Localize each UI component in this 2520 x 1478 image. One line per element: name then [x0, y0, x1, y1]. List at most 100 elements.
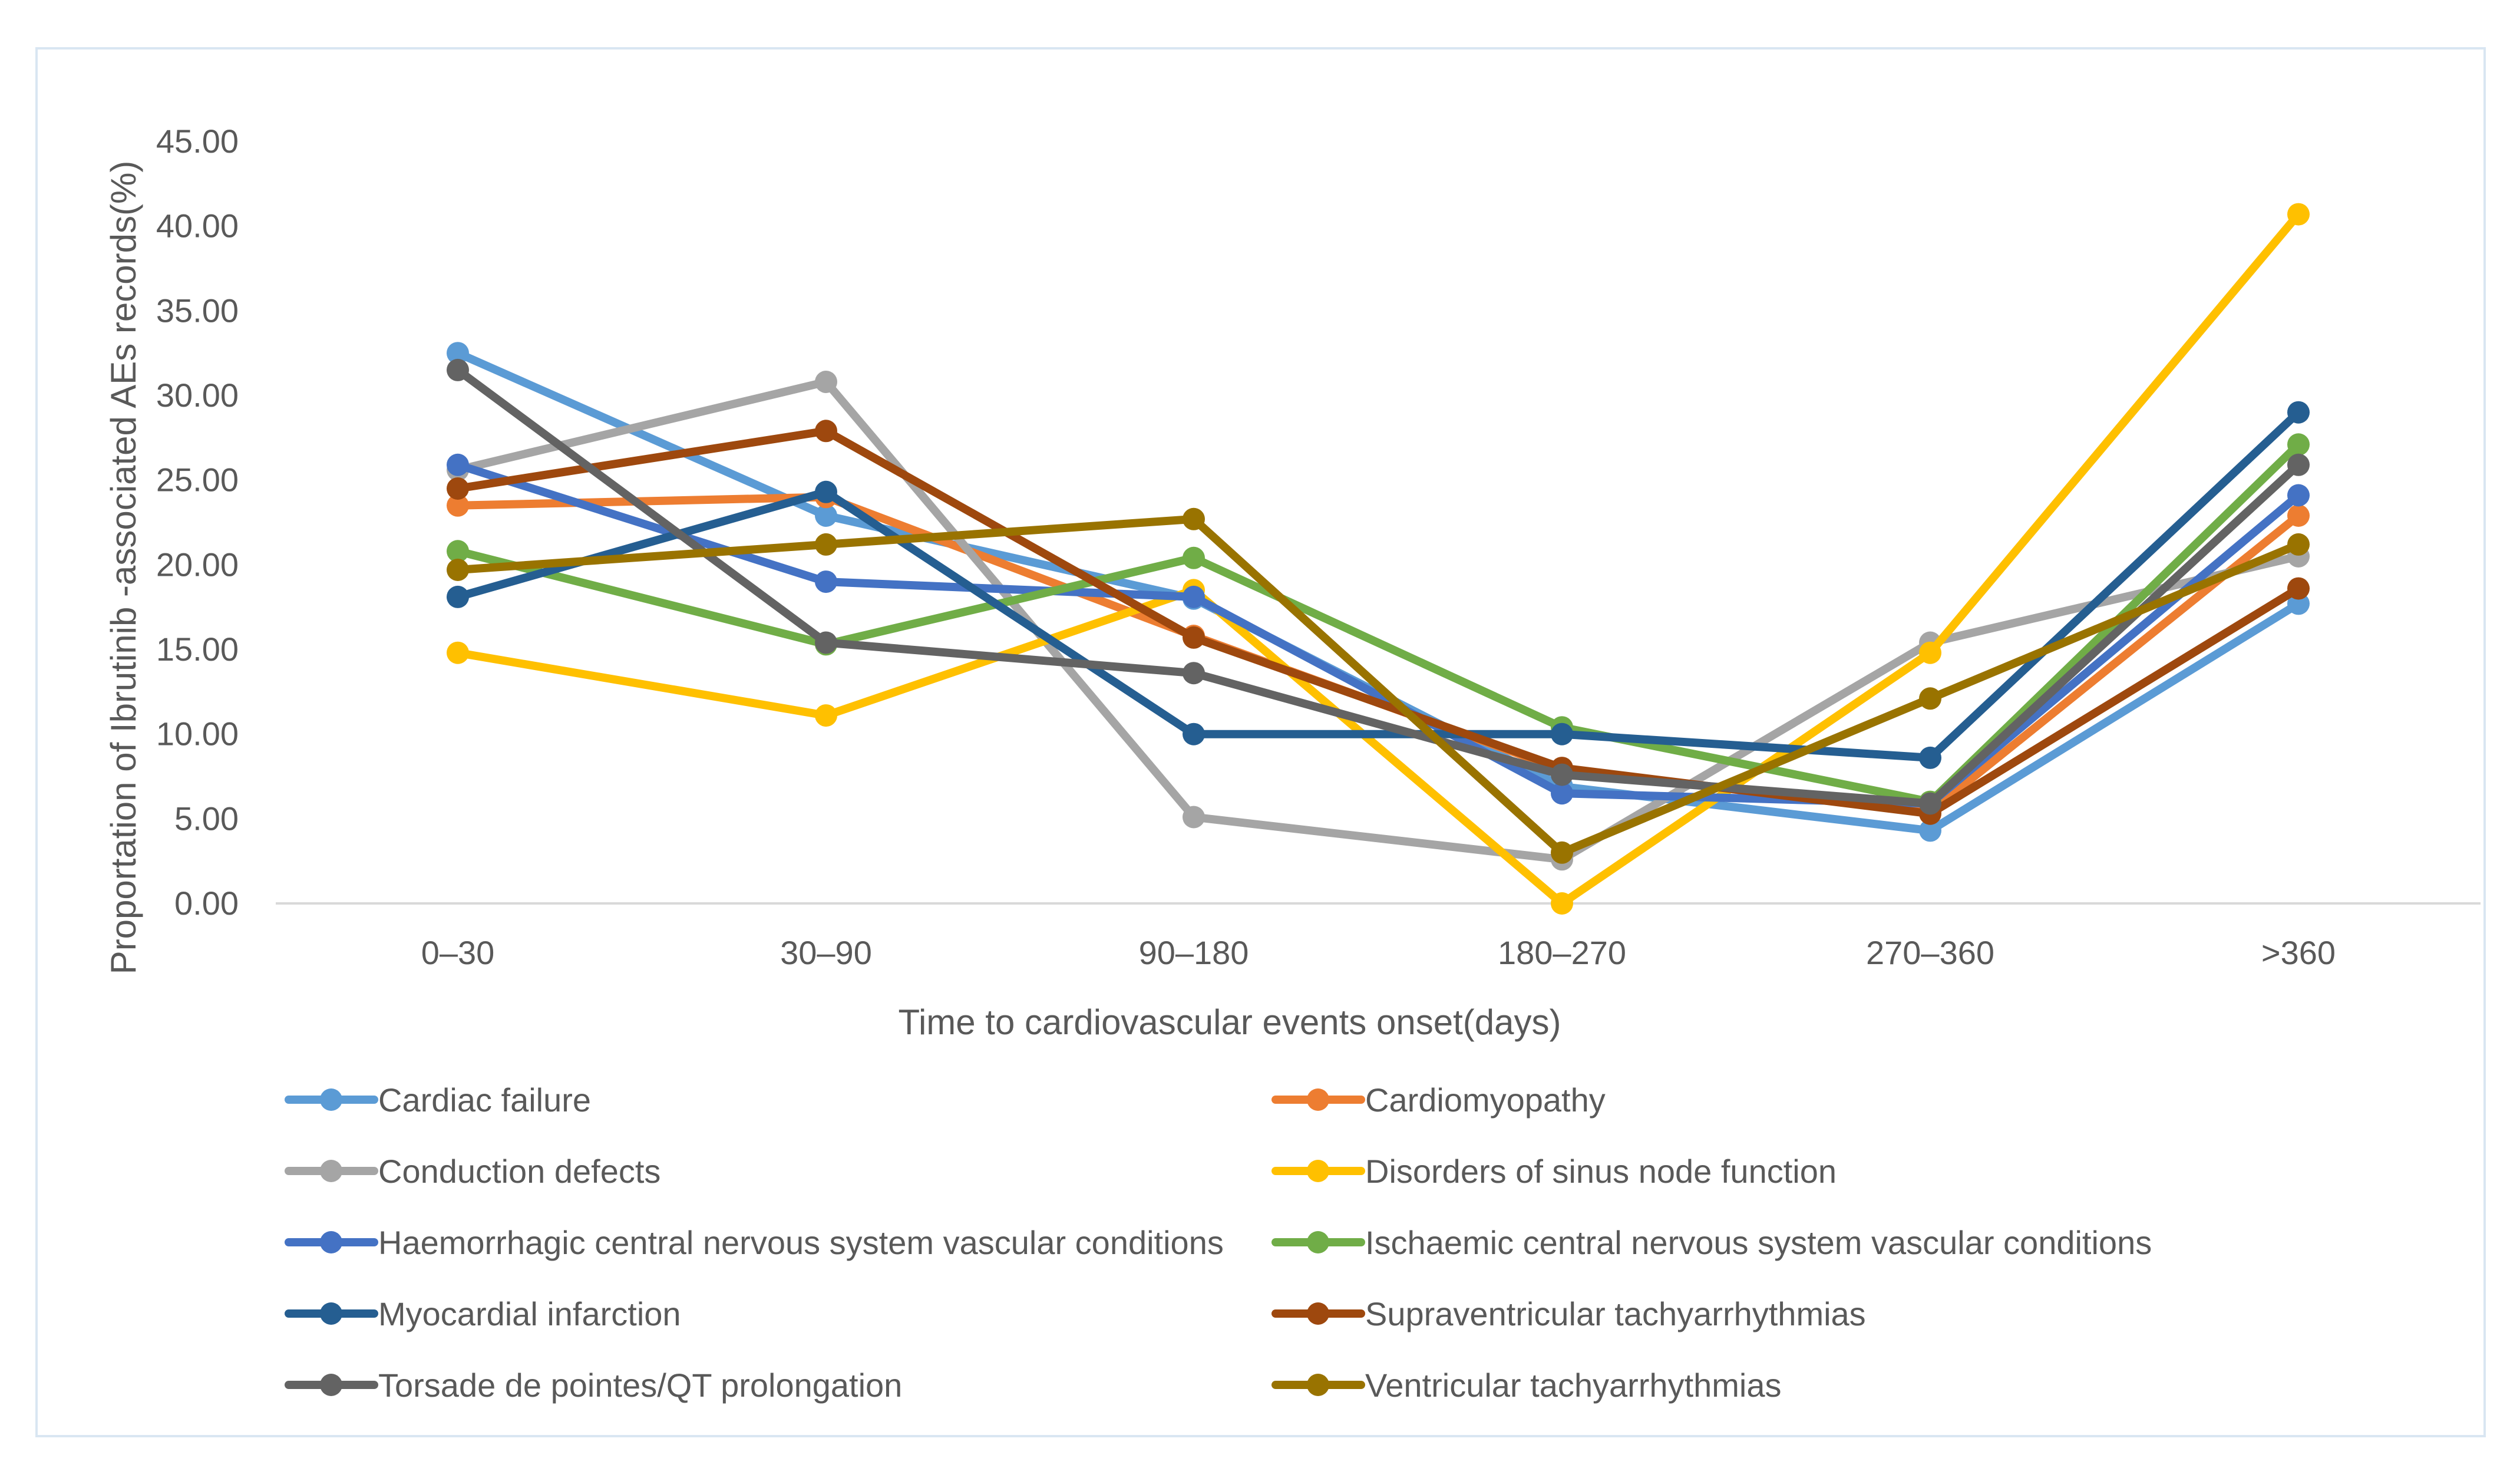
data-point [1551, 763, 1573, 786]
data-point [1919, 641, 1941, 664]
data-point [1919, 746, 1941, 769]
data-point [2287, 401, 2310, 424]
series-line [454, 378, 2303, 864]
legend-label: Myocardial infarction [378, 1295, 681, 1332]
y-tick-label: 15.00 [156, 631, 239, 668]
legend-item: Supraventricular tachyarrhythmias [1271, 1295, 1866, 1332]
data-point [815, 371, 837, 393]
y-tick-label: 20.00 [156, 546, 239, 583]
series-group [447, 358, 2310, 815]
data-point [447, 477, 469, 500]
legend-label: Disorders of sinus node function [1365, 1153, 1837, 1190]
legend-item: Myocardial infarction [285, 1295, 681, 1332]
data-point [2287, 577, 2310, 600]
data-point [1919, 792, 1941, 815]
series-line [454, 514, 2303, 857]
data-point [1919, 687, 1941, 710]
y-tick-label: 25.00 [156, 461, 239, 499]
x-tick-label: >360 [2261, 934, 2336, 971]
y-tick-label: 10.00 [156, 715, 239, 753]
data-point [1183, 546, 1205, 569]
x-tick-label: 0–30 [421, 934, 495, 971]
legend-item: Ischaemic central nervous system vascula… [1271, 1224, 2152, 1261]
data-point [1551, 722, 1573, 745]
legend-item: Ventricular tachyarrhythmias [1271, 1367, 1782, 1404]
data-point [1551, 841, 1573, 864]
data-point [447, 559, 469, 581]
legend-swatch-marker [1307, 1088, 1329, 1111]
legend-swatch-marker [1307, 1302, 1329, 1325]
data-point [1183, 722, 1205, 745]
data-point [1551, 892, 1573, 915]
series-layer [447, 203, 2310, 915]
data-point [447, 641, 469, 664]
x-tick-label: 30–90 [780, 934, 872, 971]
data-point [2287, 453, 2310, 476]
data-point [1183, 626, 1205, 649]
data-point [1183, 662, 1205, 685]
legend-item: Haemorrhagic central nervous system vasc… [285, 1224, 1224, 1261]
y-tick-label: 30.00 [156, 377, 239, 414]
legend-item: Cardiomyopathy [1271, 1081, 1606, 1119]
legend-label: Cardiomyopathy [1365, 1081, 1606, 1119]
y-tick-label: 5.00 [174, 800, 239, 837]
legend-swatch-marker [1307, 1160, 1329, 1182]
data-point [1183, 806, 1205, 829]
series-group [447, 401, 2310, 769]
legend-swatch-marker [1307, 1231, 1329, 1253]
x-tick-label: 90–180 [1139, 934, 1249, 971]
legend-swatch-marker [1307, 1374, 1329, 1396]
legend-item: Cardiac failure [285, 1081, 591, 1119]
legend-label: Haemorrhagic central nervous system vasc… [378, 1224, 1224, 1261]
data-point [447, 342, 469, 365]
legend-label: Conduction defects [378, 1153, 660, 1190]
legend-swatch-marker [320, 1231, 342, 1253]
legend-label: Supraventricular tachyarrhythmias [1365, 1295, 1866, 1332]
data-point [1551, 782, 1573, 805]
data-point [447, 494, 469, 517]
data-point [815, 420, 837, 443]
legend-item: Torsade de pointes/QT prolongation [285, 1367, 902, 1404]
legend-label: Torsade de pointes/QT prolongation [378, 1367, 902, 1404]
legend-item: Disorders of sinus node function [1271, 1153, 1837, 1190]
data-point [1919, 819, 1941, 842]
legend-label: Cardiac failure [378, 1081, 591, 1119]
data-point [815, 504, 837, 527]
data-point [2287, 533, 2310, 556]
legend-label: Ventricular tachyarrhythmias [1365, 1367, 1782, 1404]
data-point [815, 480, 837, 503]
legend: Cardiac failure Cardiomyopathy Conduction … [285, 1081, 2152, 1404]
data-point [447, 585, 469, 608]
data-point [815, 570, 837, 593]
series-line [454, 210, 2303, 908]
x-axis-label: Time to cardiovascular events onset(days… [899, 1002, 1561, 1042]
y-tick-label: 40.00 [156, 207, 239, 245]
series-line [454, 408, 2303, 762]
data-point [815, 533, 837, 556]
y-axis-label: Proportation of Ibrutinib -associated AE… [104, 161, 143, 975]
data-point [815, 631, 837, 654]
data-point [815, 704, 837, 727]
x-axis-ticks: 0–30 30–90 90–180 180–270 270–360 >360 [421, 934, 2336, 971]
legend-swatch-marker [320, 1302, 342, 1325]
y-tick-label: 45.00 [156, 123, 239, 160]
series-line [454, 427, 2303, 818]
legend-label: Ischaemic central nervous system vascula… [1365, 1224, 2152, 1261]
data-point [447, 540, 469, 563]
data-point [1183, 507, 1205, 530]
legend-swatch-marker [320, 1374, 342, 1396]
data-point [2287, 484, 2310, 507]
data-point [1183, 585, 1205, 608]
legend-swatch-marker [320, 1088, 342, 1111]
series-line [454, 365, 2303, 808]
y-axis-ticks: 0.00 5.00 10.00 15.00 20.00 25.00 30.00 35.00 40… [156, 123, 239, 922]
y-tick-label: 35.00 [156, 292, 239, 329]
y-tick-label: 0.00 [174, 885, 239, 922]
series-group [447, 507, 2310, 864]
x-tick-label: 180–270 [1498, 934, 1626, 971]
data-point [2287, 504, 2310, 527]
data-point [447, 358, 469, 381]
data-point [2287, 433, 2310, 456]
